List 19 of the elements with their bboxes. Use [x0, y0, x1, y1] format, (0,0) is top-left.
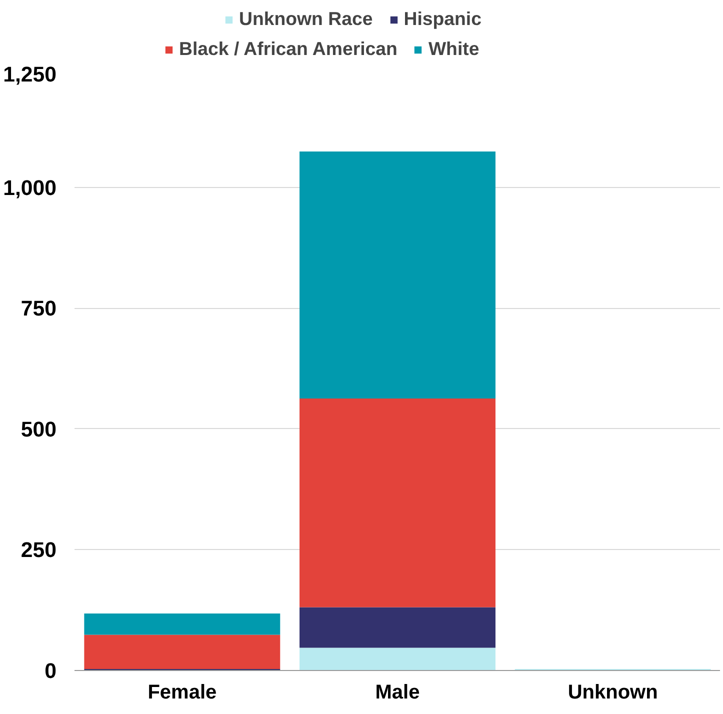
bar — [300, 607, 496, 648]
x-tick-label: Unknown — [568, 682, 658, 704]
bar — [84, 634, 280, 670]
y-tick-label: 1,250 — [3, 62, 57, 86]
y-tick-label: 750 — [20, 296, 57, 321]
bar — [300, 398, 496, 608]
bar — [300, 152, 496, 398]
legend-label: Hispanic — [404, 8, 482, 30]
legend-label: Black / African American — [179, 38, 398, 60]
bar — [300, 648, 496, 670]
y-tick-label: 500 — [20, 417, 57, 442]
x-tick-label: Male — [375, 682, 420, 704]
legend-label: White — [428, 38, 480, 60]
y-tick-label: 250 — [20, 538, 57, 562]
y-tick-label: 0 — [44, 659, 57, 683]
x-tick-label: Female — [148, 682, 217, 704]
y-tick-label: 1,000 — [3, 176, 57, 200]
bar — [84, 613, 280, 635]
legend-label: Unknown Race — [239, 8, 373, 30]
